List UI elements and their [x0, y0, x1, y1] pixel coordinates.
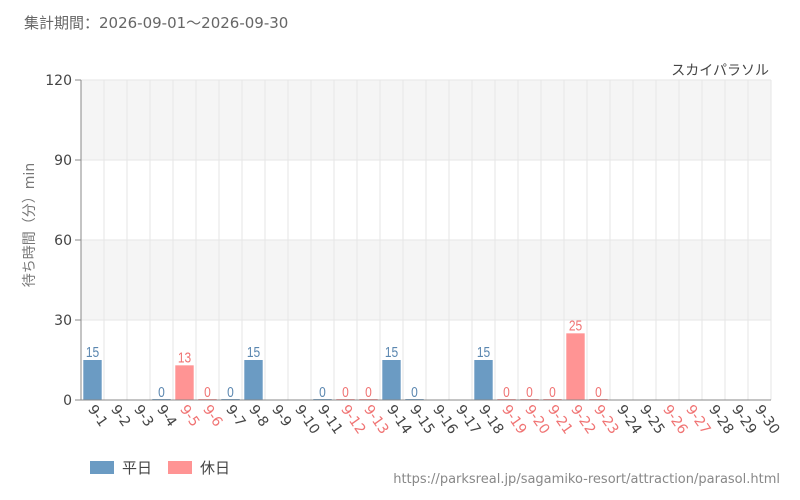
data-label: 0	[549, 384, 556, 401]
x-tick-label: 9-6	[199, 402, 225, 430]
y-tick-label: 60	[54, 233, 72, 249]
x-tick-label: 9-3	[130, 402, 156, 430]
x-tick-label: 9-29	[728, 402, 759, 437]
data-label: 15	[385, 344, 398, 361]
x-tick-label: 9-27	[682, 402, 713, 437]
y-axis-label: 待ち時間（分）min	[22, 163, 38, 287]
x-tick-label: 9-20	[521, 402, 552, 437]
data-label: 0	[319, 384, 326, 401]
data-label: 0	[342, 384, 349, 401]
bars-layer	[83, 333, 608, 400]
legend-item-holiday: 休日	[168, 457, 230, 478]
data-label: 0	[503, 384, 510, 401]
legend-weekday-label: 平日	[122, 459, 153, 477]
x-tick-label: 9-2	[107, 402, 133, 430]
x-tick-label: 9-14	[383, 402, 414, 437]
legend-holiday-label: 休日	[200, 459, 231, 477]
data-label: 0	[411, 384, 418, 401]
source-url: https://parksreal.jp/sagamiko-resort/att…	[393, 472, 780, 487]
x-tick-label: 9-30	[751, 402, 782, 437]
x-tick-label: 9-22	[567, 402, 598, 437]
x-tick-label: 9-7	[222, 402, 248, 430]
y-tick-label: 120	[45, 73, 72, 89]
x-tick-label: 9-4	[153, 402, 179, 430]
x-tick-label: 9-13	[360, 402, 391, 437]
y-tick-label: 30	[54, 313, 72, 329]
x-tick-label: 9-12	[337, 402, 368, 437]
data-label: 0	[204, 384, 211, 401]
data-label: 0	[526, 384, 533, 401]
data-label: 15	[86, 344, 99, 361]
period-text: 集計期間：2026-09-01～2026-09-30	[24, 14, 289, 32]
bar-weekday	[244, 360, 263, 400]
wait-time-bar-chart: 03060901209-19-29-39-49-59-69-79-89-99-1…	[22, 63, 783, 437]
x-tick-label: 9-9	[268, 402, 294, 430]
x-tick-label: 9-24	[613, 402, 644, 437]
chart-title: スカイパラソル	[671, 63, 769, 79]
x-tick-label: 9-17	[452, 402, 483, 437]
legend-item-weekday: 平日	[90, 457, 152, 478]
x-tick-label: 9-19	[498, 402, 529, 437]
data-label: 0	[158, 384, 165, 401]
x-tick-label: 9-25	[636, 402, 667, 437]
bar-weekday	[382, 360, 401, 400]
x-tick-label: 9-18	[475, 402, 506, 437]
bar-weekday	[83, 360, 102, 400]
x-tick-label: 9-8	[245, 402, 271, 430]
x-tick-label: 9-28	[705, 402, 736, 437]
legend: 平日 休日	[90, 457, 230, 478]
holiday-swatch	[168, 461, 193, 474]
weekday-swatch	[90, 461, 114, 474]
x-tick-label: 9-26	[659, 402, 690, 437]
data-label: 0	[227, 384, 234, 401]
data-label: 15	[247, 344, 260, 361]
data-label: 0	[365, 384, 372, 401]
x-tick-label: 9-16	[429, 402, 460, 437]
data-label: 25	[569, 317, 582, 334]
data-label: 15	[477, 344, 490, 361]
x-tick-label: 9-10	[291, 402, 322, 437]
data-label: 0	[595, 384, 602, 401]
x-tick-label: 9-15	[406, 402, 437, 437]
x-tick-label: 9-1	[84, 402, 110, 430]
x-tick-label: 9-23	[590, 402, 621, 437]
x-tick-label: 9-5	[176, 402, 202, 430]
bar-weekday	[474, 360, 493, 400]
data-label: 13	[178, 349, 191, 366]
x-tick-label: 9-21	[544, 402, 575, 437]
x-tick-label: 9-11	[314, 402, 345, 437]
y-tick-label: 90	[54, 153, 72, 169]
y-tick-label: 0	[63, 393, 72, 409]
bar-holiday	[566, 333, 585, 400]
bar-holiday	[175, 365, 194, 400]
